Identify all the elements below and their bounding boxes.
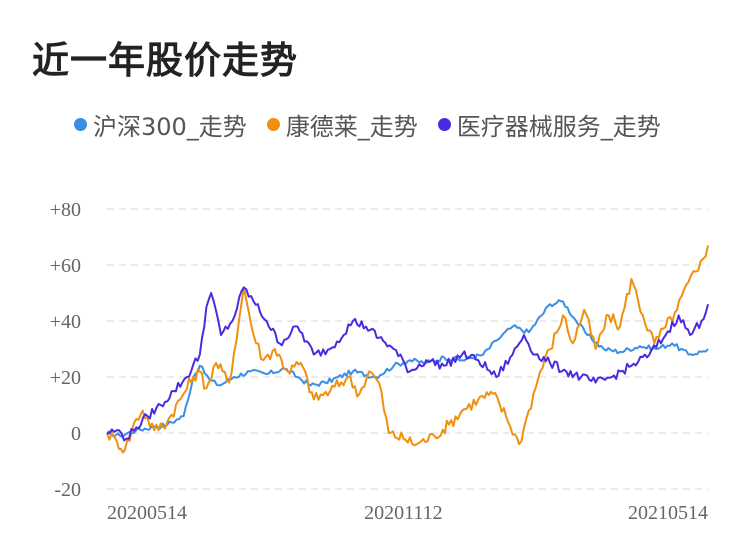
legend-item-hs300[interactable]: 沪深300_走势 [74,107,247,142]
series-line-yiliao[interactable] [106,286,709,442]
legend-dot-hs300 [74,117,87,131]
chart-legend: 沪深300_走势 康德莱_走势 医疗器械服务_走势 [74,106,681,142]
y-tick-label: +20 [50,367,81,389]
x-tick-label: 20210514 [628,502,708,524]
legend-label-kdl: 康德莱_走势 [285,112,418,141]
y-tick-label: +40 [50,311,81,333]
y-tick-label: +60 [50,255,81,277]
legend-item-yiliao[interactable]: 医疗器械服务_走势 [437,107,661,142]
y-tick-label: +80 [50,199,81,221]
page-title: 近一年股价走势 [32,39,298,82]
legend-label-yiliao: 医疗器械服务_走势 [456,112,661,141]
grid-layer [107,208,708,490]
x-tick-label: 20201112 [364,502,443,524]
legend-dot-kdl [266,117,280,131]
series-layer [106,245,709,454]
series-line-hs300[interactable] [106,299,709,438]
y-tick-label: 0 [71,423,81,445]
legend-item-kdl[interactable]: 康德莱_走势 [266,107,418,142]
x-tick-label: 20200514 [107,502,187,524]
series-line-kdl[interactable] [106,245,709,454]
axis-layer: +80 +60 +40 +20 0 -20 20200514 20201112 20210514 [50,199,708,524]
legend-dot-yiliao [437,117,451,131]
legend-label-hs300: 沪深300_走势 [93,112,247,141]
y-tick-label: -20 [54,479,81,501]
